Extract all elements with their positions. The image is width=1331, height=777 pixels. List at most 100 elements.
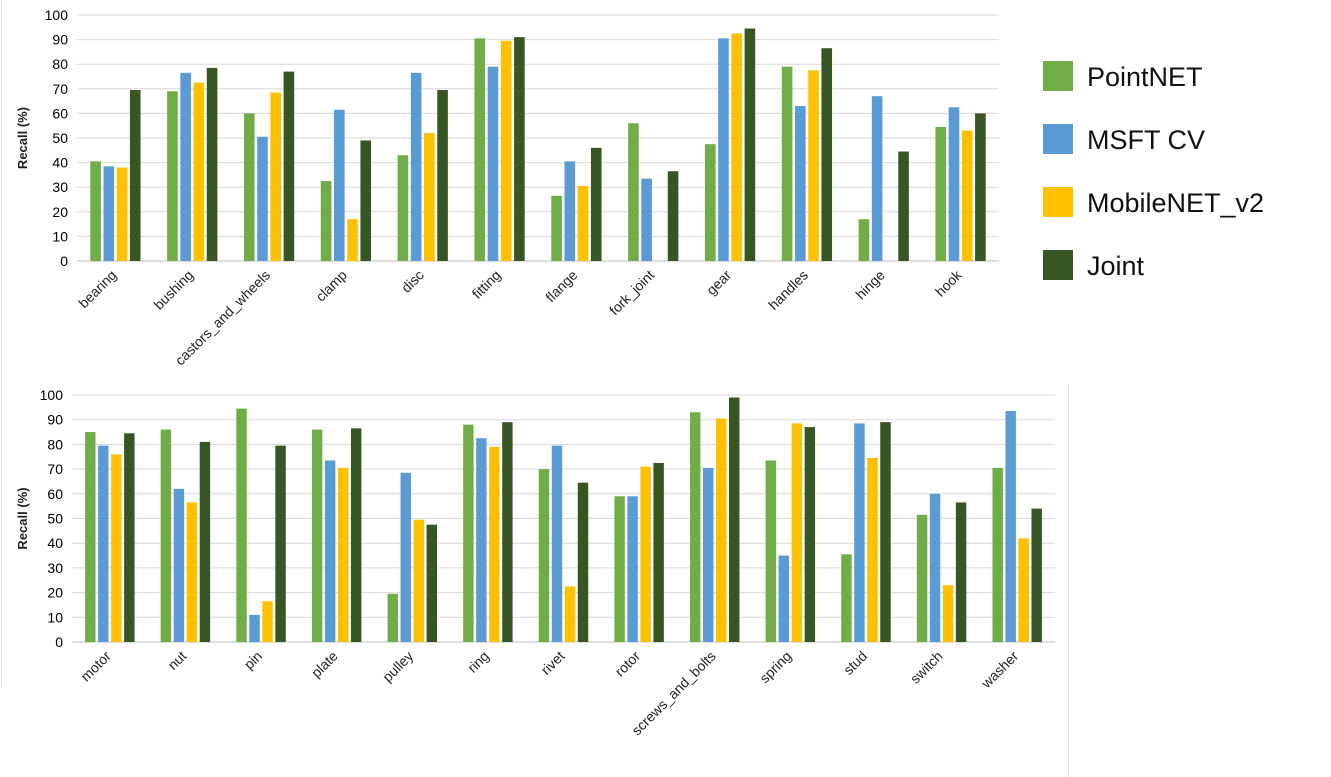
c1-bar-bearing-pointnet <box>90 161 101 261</box>
legend-label-mobilenet-v2: MobileNET_v2 <box>1087 188 1264 218</box>
c2-bar-nut-joint <box>199 441 211 642</box>
c2-x-tick-label-switch: switch <box>907 648 946 687</box>
c1-bar-gear-joint <box>744 28 756 262</box>
c1-bar-disc-pointnet <box>397 155 409 261</box>
c1-bar-fitting-pointnet <box>474 38 486 262</box>
c2-bar-pulley-joint <box>426 524 437 642</box>
c2-bar-plate-joint <box>350 428 362 642</box>
c2-x-tick-label-pin: pin <box>241 648 266 673</box>
c2-bar-washer-joint <box>1031 508 1042 642</box>
c2-bar-pulley-mobilenet-v2 <box>413 519 424 642</box>
c2-x-tick-label-stud: stud <box>840 648 870 678</box>
c2-x-tick-label-spring: spring <box>756 648 794 686</box>
c1-bar-gear-msft-cv <box>718 38 729 262</box>
c1-bar-flange-msft-cv <box>564 161 576 261</box>
c2-bar-plate-mobilenet-v2 <box>337 467 349 642</box>
c1-bar-fitting-joint <box>514 37 525 261</box>
c1-bar-hook-mobilenet-v2 <box>961 130 973 261</box>
c1-bar-flange-joint <box>590 147 602 261</box>
c2-y-tick-label: 60 <box>47 486 63 502</box>
c1-x-tick-label-fork-joint: fork_joint <box>606 267 658 319</box>
c2-bar-nut-pointnet <box>160 429 172 642</box>
bar-chart-bottom: 0 10 20 30 40 50 60 70 80 90 100 Recall (%) motor nut… <box>15 387 1055 738</box>
c1-bar-clamp-msft-cv <box>334 109 345 262</box>
c2-bar-spring-msft-cv <box>778 555 790 642</box>
c1-x-tick-label-handles: handles <box>765 267 811 313</box>
c2-x-tick-label-plate: plate <box>308 648 341 681</box>
c1-bar-hook-pointnet <box>935 126 947 262</box>
c2-bar-screws-and-bolts-pointnet <box>690 412 701 642</box>
c1-x-tick-label-clamp: clamp <box>312 267 350 305</box>
c1-bar-hook-joint <box>975 113 986 262</box>
c2-y-tick-label: 10 <box>47 609 63 625</box>
c2-x-tick-label-rotor: rotor <box>612 648 644 680</box>
c2-bar-rotor-mobilenet-v2 <box>640 466 651 642</box>
c2-y-tick-label: 30 <box>47 560 63 576</box>
c2-bar-stud-msft-cv <box>854 423 865 642</box>
c2-bar-motor-joint <box>124 433 135 642</box>
c1-bar-clamp-joint <box>360 140 372 261</box>
c2-bar-rivet-msft-cv <box>551 445 563 642</box>
c1-y-tick-label: 30 <box>52 179 68 195</box>
c1-bar-fork-joint-pointnet <box>628 123 639 262</box>
c2-bar-switch-joint <box>955 502 967 642</box>
c1-bar-castors-and-wheels-mobilenet-v2 <box>270 92 281 262</box>
c2-bar-motor-mobilenet-v2 <box>111 454 122 642</box>
c1-bar-hinge-joint <box>898 151 909 261</box>
c2-bar-ring-msft-cv <box>476 438 487 642</box>
c1-bar-hinge-msft-cv <box>871 96 883 262</box>
c2-y-tick-label: 50 <box>47 511 63 527</box>
c2-bar-switch-mobilenet-v2 <box>942 585 954 642</box>
c2-y-tick-label: 80 <box>47 436 63 452</box>
c1-y-axis-title: Recall (%) <box>15 107 30 169</box>
c2-bar-pin-mobilenet-v2 <box>262 601 273 642</box>
c2-bar-switch-pointnet <box>916 514 928 642</box>
legend-swatch-msft-cv <box>1043 124 1073 154</box>
c2-bar-rivet-pointnet <box>538 469 550 642</box>
legend-label-msft-cv: MSFT CV <box>1087 125 1205 155</box>
c2-bar-motor-pointnet <box>85 432 96 642</box>
c2-bar-switch-msft-cv <box>929 493 941 642</box>
c1-x-tick-label-hinge: hinge <box>852 267 888 303</box>
c2-bar-plate-msft-cv <box>324 460 336 642</box>
c2-bar-ring-mobilenet-v2 <box>489 446 500 642</box>
c2-y-tick-label: 70 <box>47 461 63 477</box>
c1-bar-bushing-msft-cv <box>180 72 191 261</box>
c2-bar-spring-joint <box>804 427 816 642</box>
c1-x-tick-label-flange: flange <box>542 267 580 305</box>
c2-bar-ring-joint <box>502 422 513 642</box>
c2-bar-pulley-msft-cv <box>400 472 411 642</box>
c1-bar-bushing-pointnet <box>167 91 178 261</box>
c2-y-axis-title: Recall (%) <box>15 487 30 549</box>
c2-y-tick-label: 100 <box>40 387 64 403</box>
c2-bar-pulley-pointnet <box>387 593 398 642</box>
c1-bar-disc-msft-cv <box>410 72 422 261</box>
c1-bar-castors-and-wheels-joint <box>283 71 295 261</box>
c1-x-tick-label-bearing: bearing <box>75 267 119 311</box>
c2-y-tick-label: 20 <box>47 585 63 601</box>
c2-bar-spring-mobilenet-v2 <box>791 423 803 642</box>
c1-y-tick-label: 10 <box>52 228 68 244</box>
c1-bar-hook-msft-cv <box>948 107 960 261</box>
c1-y-tick-label: 60 <box>52 105 68 121</box>
c1-x-tick-label-gear: gear <box>703 267 734 298</box>
c2-x-tick-label-rivet: rivet <box>538 648 568 678</box>
c2-y-tick-label: 0 <box>55 634 63 650</box>
c2-x-tick-label-motor: motor <box>77 648 114 685</box>
c1-bar-fitting-mobilenet-v2 <box>500 40 512 261</box>
c2-bar-pin-pointnet <box>236 408 247 642</box>
legend-label-joint: Joint <box>1087 251 1145 281</box>
c2-bar-screws-and-bolts-joint <box>729 397 740 642</box>
c1-x-tick-label-fitting: fitting <box>469 267 504 302</box>
c1-y-tick-label: 70 <box>52 81 68 97</box>
c2-y-tick-label: 40 <box>47 535 63 551</box>
c2-bar-pin-joint <box>275 445 286 642</box>
c2-bar-nut-msft-cv <box>173 488 185 642</box>
c2-bar-stud-joint <box>880 422 891 642</box>
c1-bar-handles-mobilenet-v2 <box>808 70 819 261</box>
c1-bar-fork-joint-msft-cv <box>641 178 652 261</box>
c2-x-tick-label-pulley: pulley <box>379 648 416 685</box>
c1-bar-disc-joint <box>437 90 448 261</box>
c1-y-tick-label: 0 <box>60 253 68 269</box>
